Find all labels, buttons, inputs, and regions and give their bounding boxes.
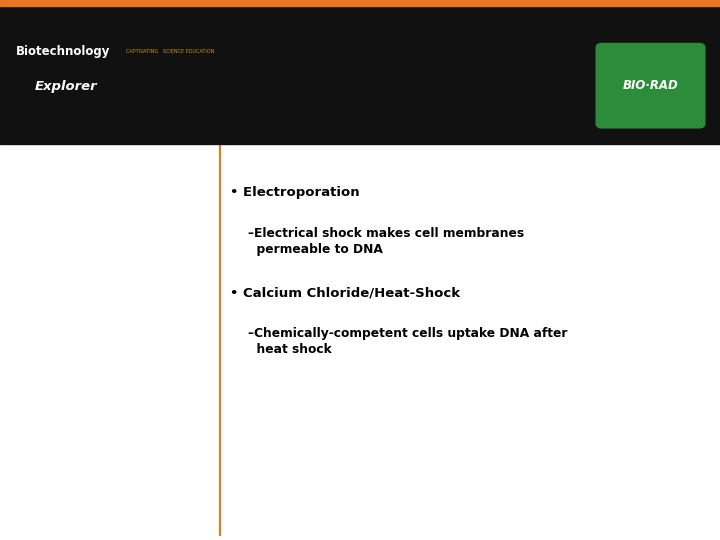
Text: BIO·RAD: BIO·RAD: [623, 79, 678, 92]
Text: –Chemically-competent cells uptake DNA after
  heat shock: –Chemically-competent cells uptake DNA a…: [248, 327, 568, 356]
Text: –Electrical shock makes cell membranes
  permeable to DNA: –Electrical shock makes cell membranes p…: [248, 227, 525, 256]
Text: Explorer: Explorer: [35, 79, 97, 93]
FancyBboxPatch shape: [596, 44, 705, 128]
Text: • Electroporation: • Electroporation: [230, 186, 360, 199]
Text: Biotechnology: Biotechnology: [16, 44, 110, 58]
Bar: [0, 0, 720, 6]
Text: • Calcium Chloride/Heat-Shock: • Calcium Chloride/Heat-Shock: [230, 286, 461, 299]
Text: Methods of
Transformation: Methods of Transformation: [12, 108, 143, 141]
Text: CAPTIVATING   SCIENCE EDUCATION: CAPTIVATING SCIENCE EDUCATION: [126, 49, 215, 53]
Bar: [0, 6, 720, 144]
